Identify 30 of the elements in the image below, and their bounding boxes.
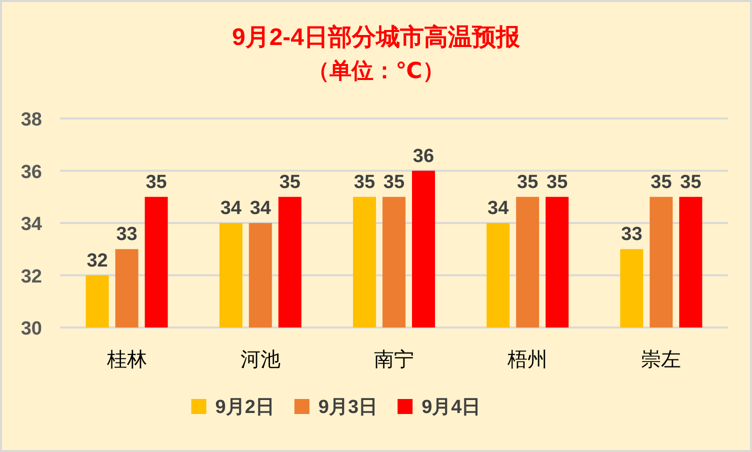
- data-label: 36: [412, 146, 434, 167]
- legend-label: 9月2日: [215, 397, 274, 418]
- legend-label: 9月4日: [422, 397, 481, 418]
- data-label: 35: [146, 172, 168, 193]
- x-tick-label: 河池: [240, 349, 280, 371]
- x-tick-label: 南宁: [374, 349, 414, 371]
- data-label: 33: [621, 224, 642, 246]
- data-label: 35: [517, 172, 539, 193]
- data-label: 32: [86, 250, 108, 272]
- data-label: 33: [116, 224, 138, 246]
- y-tick-label: 32: [20, 266, 42, 288]
- x-tick-label: 桂林: [106, 349, 147, 371]
- data-label: 35: [354, 172, 376, 193]
- y-tick-label: 36: [20, 162, 42, 183]
- data-label: 34: [250, 198, 272, 219]
- data-label: 35: [279, 172, 301, 193]
- data-label: 35: [680, 172, 702, 193]
- chart-subtitle: （单位：℃）: [308, 58, 444, 83]
- data-label: 34: [220, 198, 242, 219]
- y-tick-label: 30: [20, 318, 42, 340]
- data-label: 34: [488, 198, 510, 219]
- data-label: 35: [650, 172, 672, 193]
- x-tick-label: 梧州: [506, 349, 548, 371]
- legend-label: 9月3日: [318, 397, 378, 418]
- y-tick-label: 38: [20, 110, 42, 130]
- x-tick-label: 崇左: [641, 349, 682, 371]
- data-label: 35: [383, 172, 405, 193]
- y-tick-label: 34: [20, 214, 42, 235]
- data-label: 35: [546, 172, 568, 193]
- chart-title: 9月2-4日部分城市高温预报: [232, 23, 522, 51]
